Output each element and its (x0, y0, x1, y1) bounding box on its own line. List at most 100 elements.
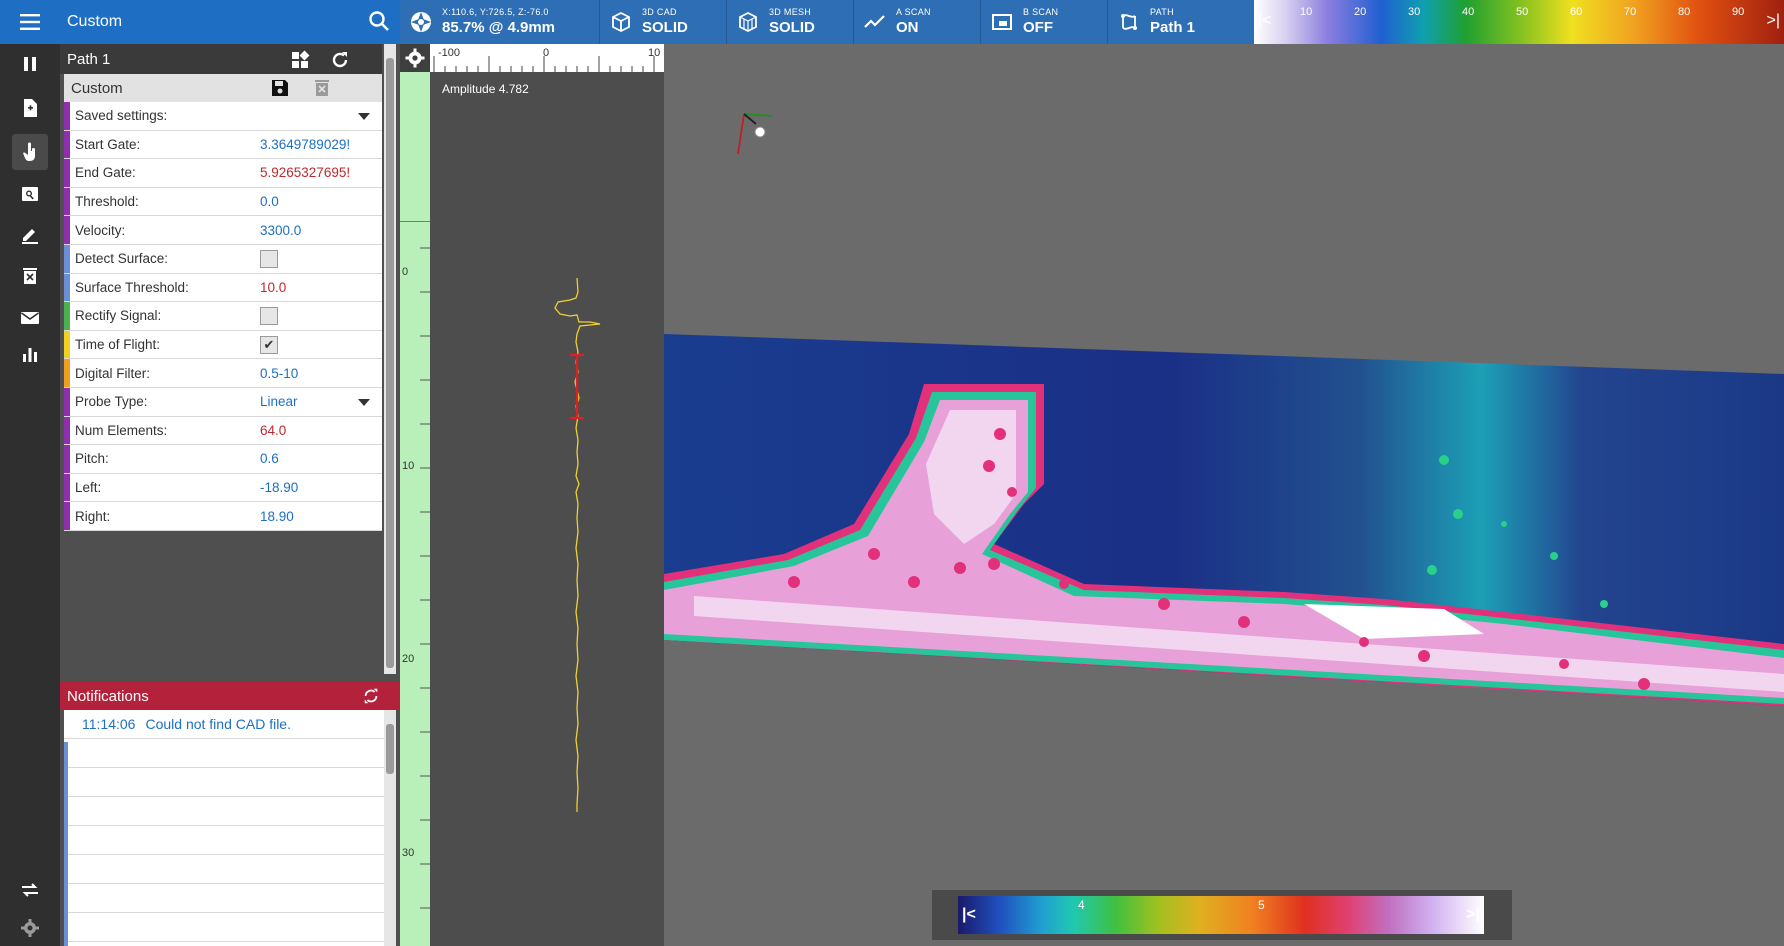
mesh-toggle[interactable]: 3D MESH SOLID (727, 0, 854, 44)
setting-checkbox[interactable] (260, 307, 278, 326)
chart-icon[interactable] (12, 336, 48, 372)
bottom-scale-tick: 5 (1258, 898, 1265, 912)
setting-row[interactable]: Digital Filter: 0.5-10 (64, 359, 382, 388)
mail-icon[interactable] (12, 300, 48, 336)
setting-input[interactable]: 0.6 (260, 451, 279, 467)
setting-input[interactable]: 5.9265327695! (260, 165, 351, 181)
setting-row[interactable]: Num Elements: 64.0 (64, 416, 382, 446)
menu-icon[interactable] (0, 0, 60, 44)
setting-input[interactable]: 64.0 (260, 422, 287, 438)
setting-input[interactable]: 3.3649789029! (260, 136, 351, 152)
setting-label: Left: (75, 480, 102, 496)
setting-input[interactable]: 3300.0 (260, 222, 302, 238)
setting-checkbox[interactable]: ✔ (260, 335, 278, 354)
swap-icon[interactable] (12, 872, 48, 908)
setting-row[interactable]: Left: -18.90 (64, 473, 382, 503)
cad-toggle[interactable]: 3D CAD SOLID (600, 0, 727, 44)
bscan-toggle[interactable]: B SCAN OFF (981, 0, 1108, 44)
setting-select[interactable]: Linear (260, 394, 298, 410)
setting-color-stripe (64, 216, 70, 244)
gate-marker[interactable] (570, 353, 584, 420)
setting-input[interactable]: 18.90 (260, 508, 294, 524)
setting-row[interactable]: Time of Flight: ✔ (64, 330, 382, 360)
delete-icon[interactable] (12, 258, 48, 294)
setting-row[interactable]: Saved settings: (64, 102, 382, 131)
notification-time: 11:14:06 (82, 716, 136, 732)
ascan-toggle[interactable]: A SCAN ON (854, 0, 981, 44)
notification-item (64, 826, 384, 855)
sync-icon[interactable] (362, 687, 380, 705)
layout-icon[interactable] (290, 50, 310, 70)
range-start-icon[interactable]: |< (962, 906, 976, 923)
setting-checkbox[interactable] (260, 249, 278, 268)
setting-input[interactable]: 0.0 (260, 194, 279, 210)
notification-item (64, 913, 384, 942)
ascan-y-ruler: 0 10 20 30 (400, 71, 430, 946)
search-icon[interactable] (368, 10, 390, 32)
cube-outline-icon (612, 11, 630, 33)
touch-icon[interactable] (12, 134, 48, 170)
setting-row[interactable]: Right: 18.90 (64, 502, 382, 531)
aperture-icon (411, 12, 431, 32)
save-icon[interactable] (270, 78, 290, 98)
amplitude-color-scale[interactable]: |< >| 10 20 30 40 50 60 70 80 90 (1254, 0, 1784, 44)
setting-input[interactable]: 10.0 (260, 279, 287, 295)
cscan-surface[interactable] (664, 44, 1784, 946)
cad-label: 3D CAD (642, 7, 677, 17)
setting-row[interactable]: Start Gate: 3.3649789029! (64, 130, 382, 160)
ascan-view[interactable]: -100 0 10 0 10 20 30 Amplitude 4.782 (400, 44, 664, 946)
setting-input[interactable]: -18.90 (260, 480, 299, 496)
bottom-scale-tick: 4 (1078, 898, 1085, 912)
settings-panel: Custom Path 1 Custom Saved settings: Star… (60, 0, 400, 946)
scale-start-icon[interactable]: |< (1258, 12, 1272, 29)
cube-mesh-icon (739, 11, 757, 33)
zoom-icon[interactable] (12, 176, 48, 212)
setting-row[interactable]: Threshold: 0.0 (64, 187, 382, 217)
position-readout[interactable]: X:110.6, Y:726.5, Z:-76.0 85.7% @ 4.9mm (400, 0, 600, 44)
delete-preset-icon[interactable] (312, 78, 332, 98)
settings-scrollbar[interactable] (384, 44, 396, 674)
setting-row[interactable]: Probe Type: Linear (64, 387, 382, 417)
top-scale-tick: 30 (1408, 6, 1421, 18)
3d-viewport[interactable] (664, 44, 1784, 946)
settings-gear-icon[interactable] (12, 910, 48, 946)
setting-row[interactable]: Rectify Signal: (64, 302, 382, 331)
setting-color-stripe (64, 244, 70, 273)
path-label: PATH (1150, 7, 1174, 17)
preset-bar: Custom (64, 74, 382, 102)
panel-header: Custom (60, 0, 400, 44)
new-file-icon[interactable] (12, 90, 48, 126)
path-icon (1121, 14, 1137, 30)
amplitude-label: Amplitude (442, 82, 496, 96)
setting-color-stripe (64, 302, 70, 330)
range-end-icon[interactable]: >| (1466, 906, 1480, 923)
position-value: 85.7% @ 4.9mm (442, 19, 556, 36)
setting-row[interactable]: End Gate: 5.9265327695! (64, 159, 382, 188)
setting-label: Rectify Signal: (75, 308, 162, 324)
settings-scroll-thumb[interactable] (386, 58, 394, 668)
refresh-icon[interactable] (330, 50, 350, 70)
chevron-down-icon[interactable] (358, 398, 370, 406)
y-tick-label: 20 (402, 653, 414, 665)
setting-row[interactable]: Velocity: 3300.0 (64, 216, 382, 245)
chevron-down-icon[interactable] (358, 113, 370, 120)
notifications-scrollbar[interactable] (384, 710, 396, 946)
range-color-scale[interactable]: |< >| 4 5 (958, 896, 1484, 934)
setting-color-stripe (64, 473, 70, 502)
setting-input[interactable]: 0.5-10 (260, 365, 299, 381)
position-coords: X:110.6, Y:726.5, Z:-76.0 (442, 7, 549, 17)
pause-icon[interactable] (12, 46, 48, 82)
path-toggle[interactable]: PATH Path 1 (1108, 0, 1254, 44)
ascan-settings-icon[interactable] (400, 44, 430, 72)
setting-row[interactable]: Surface Threshold: 10.0 (64, 273, 382, 303)
edit-icon[interactable] (12, 216, 48, 252)
scale-end-icon[interactable]: >| (1766, 12, 1781, 29)
setting-row[interactable]: Detect Surface: (64, 244, 382, 274)
setting-row[interactable]: Pitch: 0.6 (64, 445, 382, 474)
notifications-scroll-thumb[interactable] (386, 724, 394, 774)
axis-gizmo[interactable] (737, 113, 773, 155)
y-tick-label: 10 (402, 460, 414, 472)
notification-item[interactable]: 11:14:06 Could not find CAD file. (64, 710, 384, 739)
x-tick-label: 0 (543, 47, 549, 59)
scan-plate (664, 334, 1784, 706)
